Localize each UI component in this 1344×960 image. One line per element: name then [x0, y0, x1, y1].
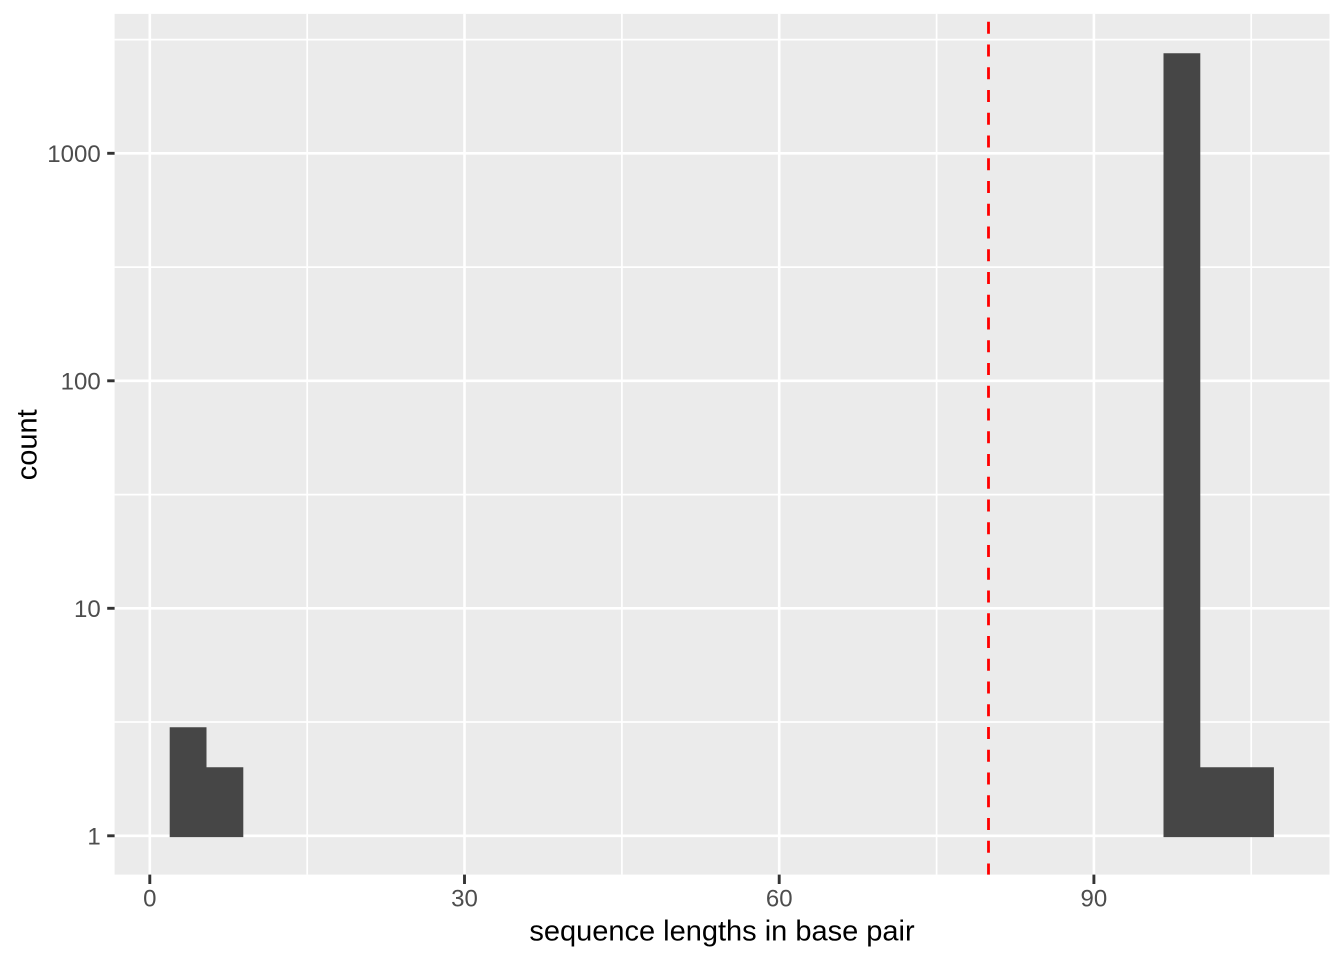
svg-text:30: 30 [451, 886, 478, 913]
svg-text:90: 90 [1081, 886, 1108, 913]
svg-text:100: 100 [61, 369, 101, 396]
svg-text:1000: 1000 [47, 141, 100, 168]
svg-text:60: 60 [766, 886, 793, 913]
svg-text:count: count [12, 409, 44, 480]
svg-text:0: 0 [143, 886, 156, 913]
svg-text:sequence lengths in base pair: sequence lengths in base pair [529, 915, 915, 947]
svg-text:1: 1 [87, 824, 100, 851]
svg-text:10: 10 [74, 596, 101, 623]
